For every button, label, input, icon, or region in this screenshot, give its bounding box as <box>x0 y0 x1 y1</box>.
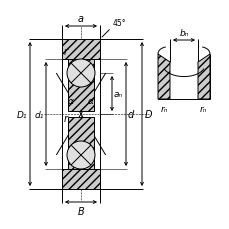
Text: rₙ: rₙ <box>199 105 206 114</box>
Text: 45°: 45° <box>112 19 125 27</box>
Text: d₁: d₁ <box>35 110 44 119</box>
Text: rₙ: rₙ <box>160 105 168 114</box>
Text: d: d <box>128 109 134 120</box>
Circle shape <box>67 141 95 169</box>
Text: r: r <box>64 114 68 123</box>
Text: r: r <box>64 47 68 57</box>
Text: B: B <box>77 206 84 216</box>
Polygon shape <box>68 60 94 112</box>
Polygon shape <box>62 40 100 60</box>
Text: bₙ: bₙ <box>179 29 188 38</box>
Circle shape <box>67 60 95 88</box>
Text: aₙ: aₙ <box>114 90 123 98</box>
Polygon shape <box>197 55 209 100</box>
Text: D: D <box>144 109 152 120</box>
Polygon shape <box>68 117 94 169</box>
Text: D₁: D₁ <box>16 110 27 119</box>
Polygon shape <box>157 55 169 100</box>
Text: α: α <box>88 96 93 105</box>
Text: a: a <box>78 14 84 24</box>
Text: α: α <box>68 96 74 105</box>
Polygon shape <box>62 169 100 189</box>
